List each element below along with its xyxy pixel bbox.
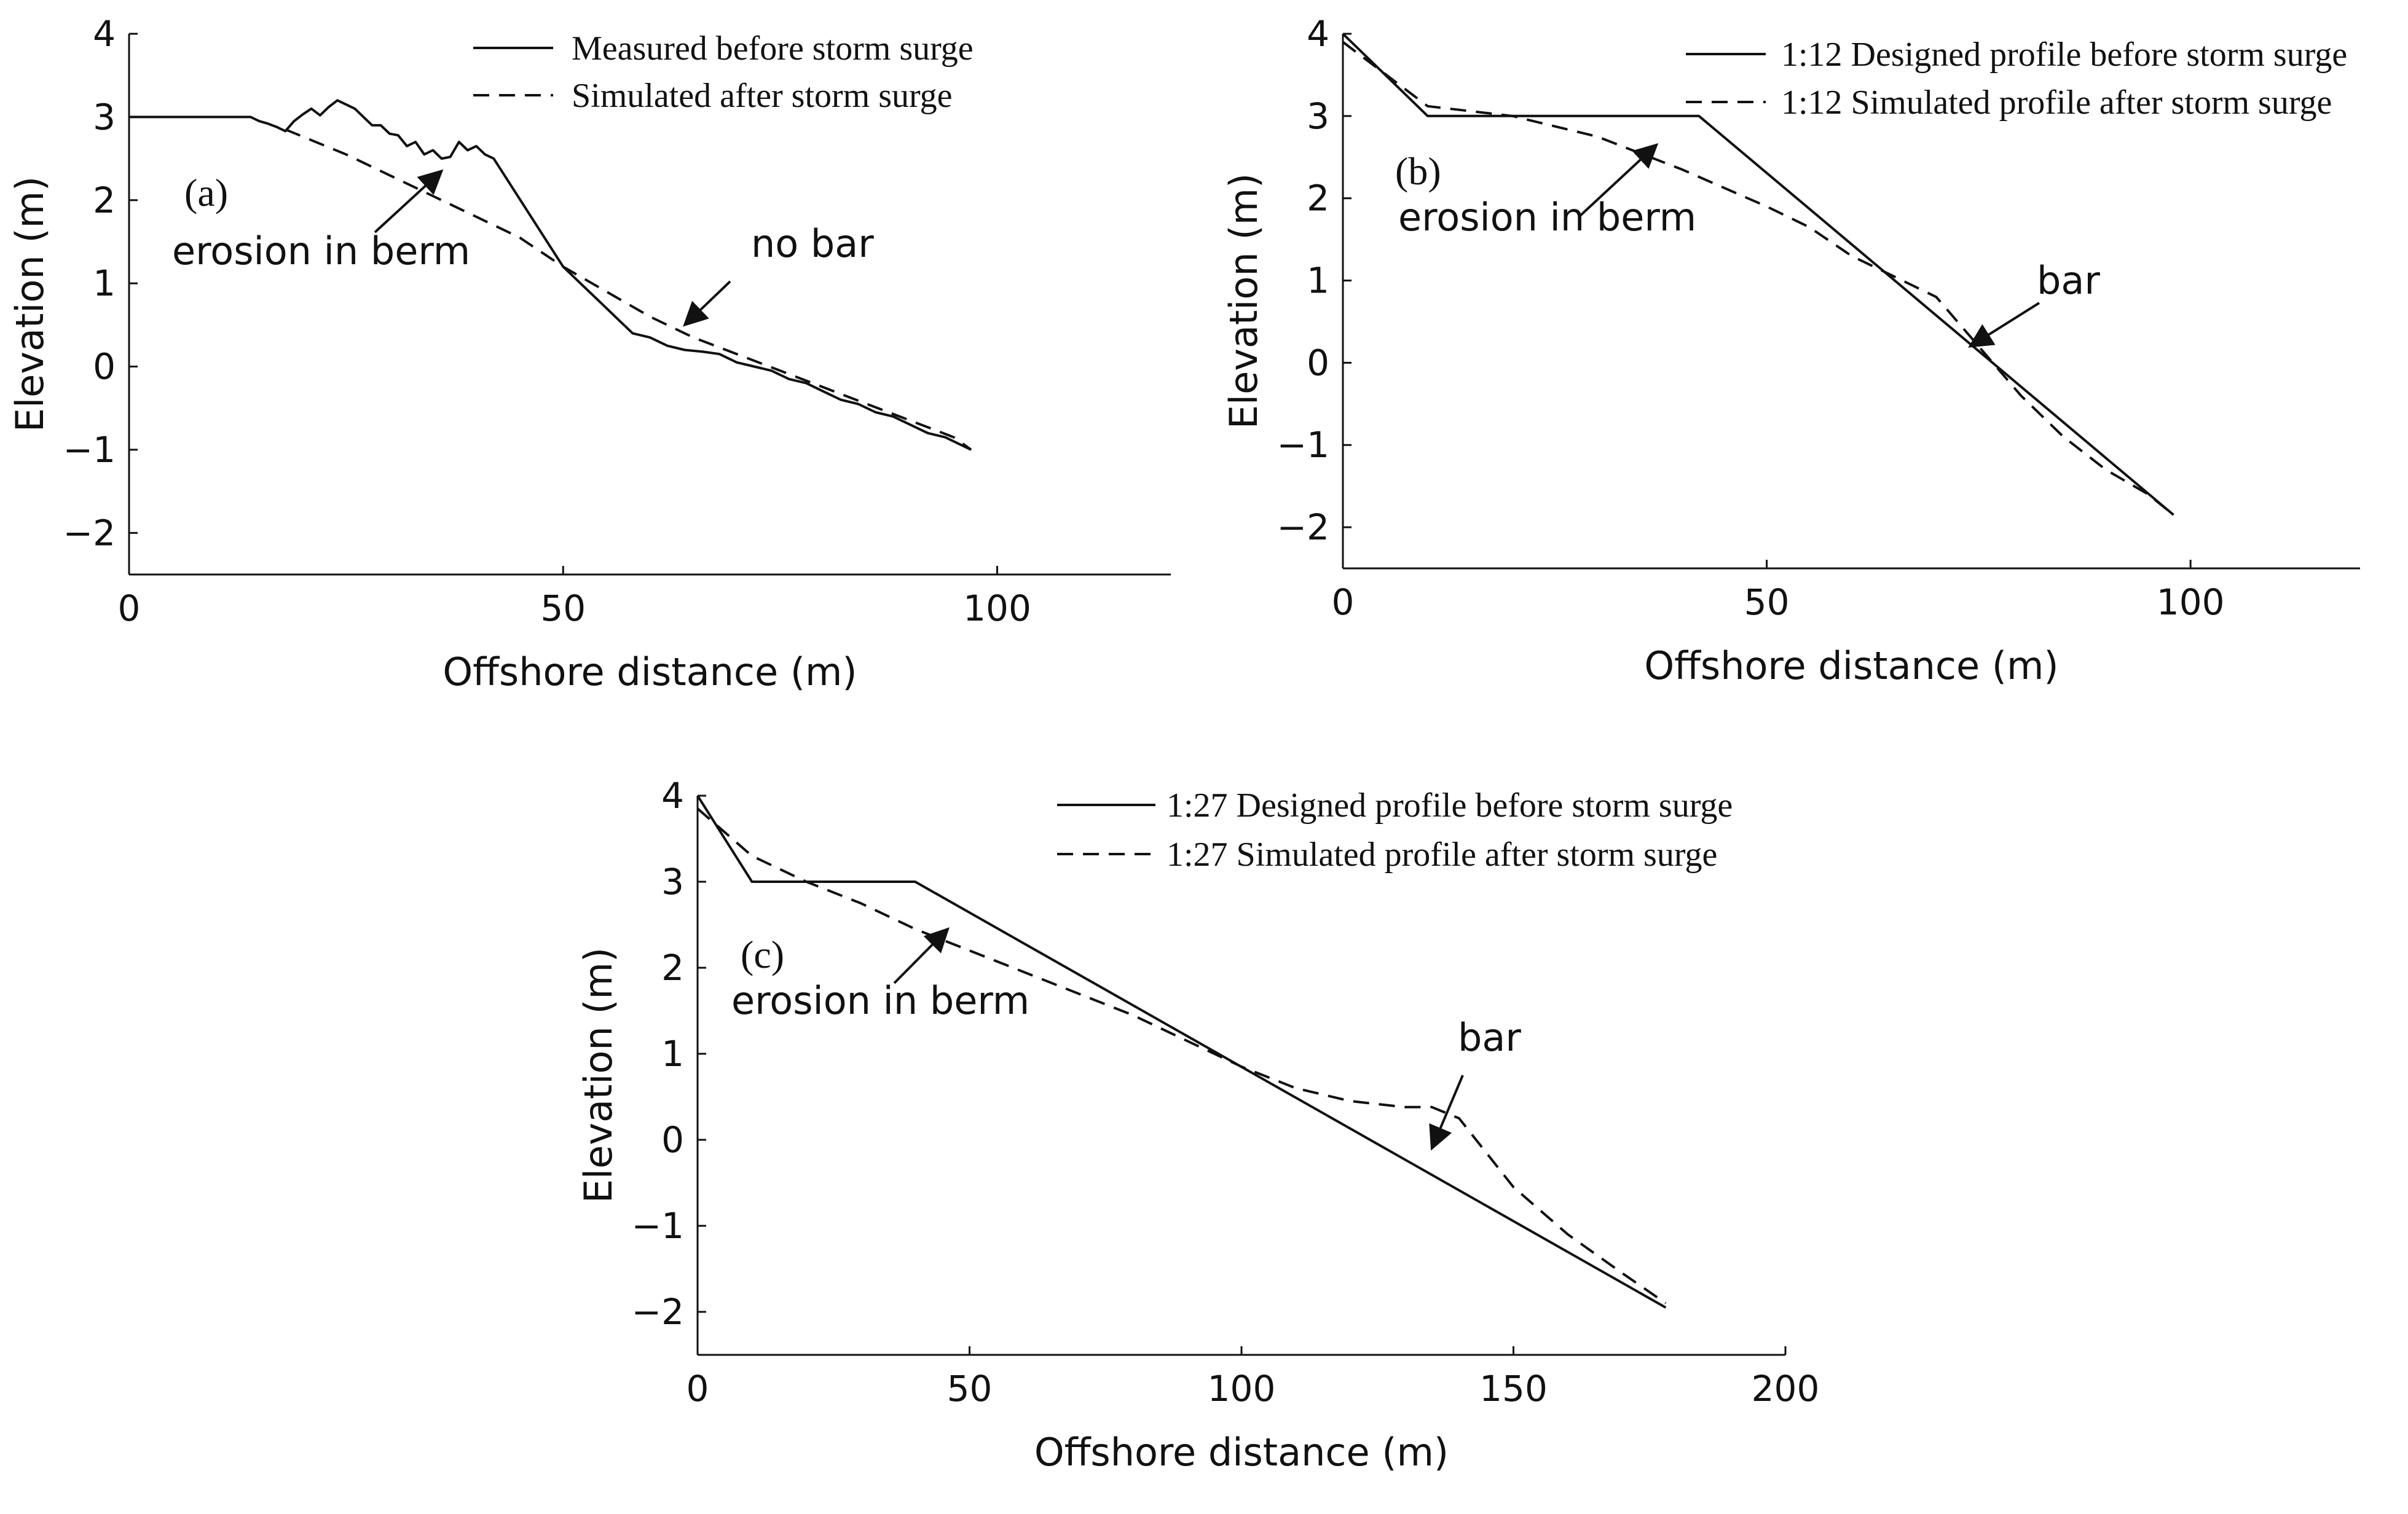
series-line-measured — [129, 99, 972, 451]
y-tick-label: −2 — [63, 512, 116, 554]
panel-label: (b) — [1395, 149, 1441, 193]
y-tick-label: 2 — [1307, 178, 1329, 219]
x-tick-label: 100 — [1208, 1368, 1276, 1410]
y-tick-label: 2 — [661, 947, 684, 989]
x-axis-title: Offshore distance (m) — [1644, 643, 2058, 688]
x-tick-label: 200 — [1752, 1368, 1820, 1410]
y-tick-label: 3 — [1307, 95, 1329, 137]
x-tick-label: 100 — [963, 587, 1031, 629]
annotation-arrow — [683, 280, 731, 327]
annotation-arrow — [1968, 302, 2040, 348]
legend-entry-label: 1:12 Simulated profile after storm surge — [1781, 84, 2332, 122]
annotation-label: erosion in berm — [172, 229, 470, 273]
y-tick-label: 0 — [1307, 342, 1329, 383]
legend-entry-label: 1:27 Designed profile before storm surge — [1167, 786, 1733, 825]
y-tick-label: 4 — [1307, 13, 1329, 55]
x-axis-title: Offshore distance (m) — [1034, 1430, 1449, 1475]
y-tick-label: 0 — [661, 1119, 684, 1161]
y-tick-label: 4 — [661, 775, 684, 817]
annotation-arrow — [893, 927, 950, 984]
legend-entry-label: 1:27 Simulated profile after storm surge — [1167, 836, 1717, 874]
x-tick-label: 100 — [2157, 581, 2225, 623]
y-tick-label: −1 — [632, 1205, 685, 1247]
legend-entry-label: Measured before storm surge — [572, 29, 974, 68]
y-tick-label: 2 — [93, 179, 116, 221]
y-axis-title: Elevation (m) — [7, 176, 52, 432]
x-tick-label: 50 — [947, 1368, 993, 1410]
annotation-label: erosion in berm — [731, 978, 1029, 1023]
x-tick-label: 0 — [1332, 581, 1355, 623]
series-line-simulated — [696, 807, 1667, 1304]
annotation-arrow — [1429, 1075, 1464, 1151]
y-tick-label: −2 — [1277, 506, 1330, 548]
x-tick-label: 50 — [540, 587, 586, 629]
legend-entry-label: 1:12 Designed profile before storm surge — [1781, 36, 2347, 74]
annotation-label: bar — [1458, 1015, 1521, 1060]
y-tick-label: −2 — [632, 1291, 685, 1333]
annotation-arrow — [374, 169, 444, 233]
series-line-simulated — [1342, 41, 2174, 516]
y-axis-title: Elevation (m) — [1221, 173, 1266, 429]
chart-panel-a: 0 50 100 4 3 2 1 0 −1 −2 Offshore distance (m) Elev… — [7, 13, 1171, 694]
series-line-measured — [696, 794, 1667, 1309]
annotation-arrow — [1578, 143, 1659, 218]
annotation-label: bar — [2037, 258, 2100, 303]
y-tick-label: 3 — [93, 96, 116, 138]
annotation-label: no bar — [751, 221, 874, 266]
x-axis-title: Offshore distance (m) — [443, 649, 857, 694]
y-tick-label: 3 — [661, 861, 684, 903]
series-line-simulated — [285, 128, 972, 451]
y-tick-label: 4 — [93, 13, 116, 55]
y-tick-label: −1 — [63, 429, 116, 471]
x-tick-label: 0 — [118, 587, 141, 629]
annotation-label: erosion in berm — [1398, 195, 1696, 240]
chart-panel-b: 0 50 100 4 3 2 1 0 −1 −2 Offshore distance (m) Elev… — [1221, 13, 2360, 688]
y-tick-label: 1 — [93, 262, 116, 304]
y-tick-label: 1 — [1307, 260, 1329, 302]
chart-panel-c: 0 50 100 150 200 4 3 2 1 0 −1 −2 Offshore distance (… — [576, 775, 1819, 1475]
panel-label: (a) — [184, 171, 228, 214]
x-tick-label: 150 — [1479, 1368, 1548, 1410]
x-tick-label: 0 — [687, 1368, 709, 1410]
y-tick-label: −1 — [1277, 424, 1330, 466]
legend-entry-label: Simulated after storm surge — [572, 77, 953, 115]
y-tick-label: 1 — [661, 1033, 684, 1075]
y-tick-label: 0 — [93, 346, 116, 388]
panel-label: (c) — [741, 933, 784, 976]
y-axis-title: Elevation (m) — [576, 947, 621, 1203]
x-tick-label: 50 — [1744, 581, 1790, 623]
